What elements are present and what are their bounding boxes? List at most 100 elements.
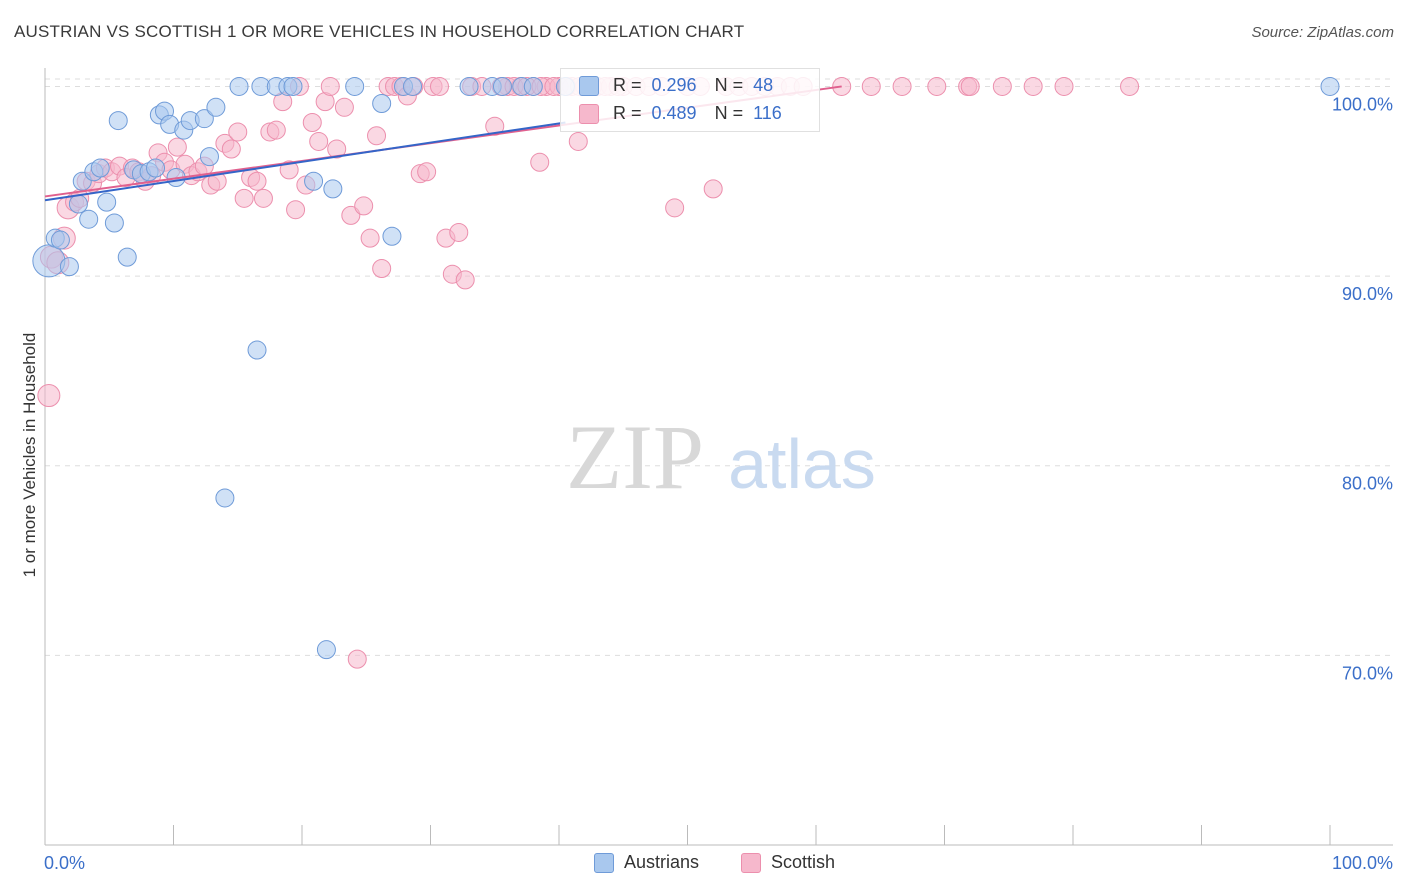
scottish-point-43 [309,131,329,151]
scottish-point-105 [1120,76,1140,96]
austrians-point-2 [50,230,70,250]
scottish-point-102 [992,76,1012,96]
austrians-point-10 [104,213,124,233]
scottish-point-45 [320,76,340,96]
scottish-n-value: 116 [753,103,782,123]
y-tick-label-90: 90.0% [1342,284,1393,304]
tick-labels: 70.0% 80.0% 90.0% 100.0% 0.0% 100.0% [44,94,1393,873]
scottish-point-21 [167,137,187,157]
austrians-point-26 [215,488,235,508]
scottish-point-73 [530,152,550,172]
austrians-point-36 [345,76,365,96]
austrians-point-4 [68,194,88,214]
scottish-point-51 [360,228,380,248]
scottish-point-46 [327,139,347,159]
austrians-stat-swatch [579,75,599,96]
watermark-atlas: atlas [728,425,876,503]
y-tick-label-80: 80.0% [1342,474,1393,494]
austrians-point-33 [304,171,324,191]
scottish-point-98 [892,76,912,96]
austrians-point-28 [247,340,267,360]
scottish-point-52 [367,126,387,146]
scottish-stat-swatch [579,103,599,124]
austrians-point-40 [403,76,423,96]
austrians-point-45 [523,76,543,96]
scottish-point-33 [247,171,267,191]
austrians-point-43 [492,76,512,96]
scottish-point-62 [429,76,449,96]
austrians-trend-line [44,121,566,202]
austrians-legend-label: Austrians [624,852,700,872]
stats-row-austrians: R = 0.296 N = 48 [579,75,773,96]
y-tick-label-70: 70.0% [1342,663,1393,683]
chart-title: AUSTRIAN VS SCOTTISH 1 OR MORE VEHICLES … [14,22,745,41]
legend-item-austrians[interactable]: Austrians [594,852,699,873]
austrians-point-25 [206,97,226,117]
stats-row-scottish: R = 0.489 N = 116 [579,103,782,124]
austrians-point-37 [372,94,392,114]
scottish-point-97 [861,76,881,96]
austrians-point-11 [108,111,128,131]
scottish-point-36 [266,120,286,140]
scottish-point-42 [302,112,322,132]
austrians-legend-swatch [594,852,614,873]
austrians-point-3 [59,257,79,277]
x-tick-label-min: 0.0% [44,853,85,873]
scottish-point-53 [372,258,392,278]
austrians-r-value: 0.296 [651,75,697,95]
austrians-point-32 [283,76,303,96]
scottish-point-60 [417,162,437,182]
austrians-r-label: R = [613,75,642,95]
austrians-point-34 [316,640,336,660]
austrians-point-24 [199,147,219,167]
scottish-point-85 [665,198,685,218]
austrians-n-value: 48 [753,75,774,95]
y-tick-label-100: 100.0% [1332,94,1393,114]
scottish-points [37,76,1140,669]
scottish-legend-swatch [741,852,761,873]
austrians-point-38 [382,226,402,246]
scottish-point-101 [960,76,980,96]
scottish-legend-label: Scottish [771,852,836,872]
austrian-points [32,76,1340,660]
scottish-point-30 [228,122,248,142]
scottish-point-65 [449,222,469,242]
grid-lines [45,78,1393,656]
scottish-point-50 [354,196,374,216]
scottish-point-39 [286,200,306,220]
bottom-legend: Austrians Scottish [0,852,1406,878]
austrians-point-47 [1320,76,1340,96]
scottish-r-label: R = [613,103,642,123]
scottish-point-77 [568,131,588,151]
scottish-point-48 [341,205,361,225]
scottish-n-label: N = [714,103,744,123]
scottish-point-31 [234,188,254,208]
scottish-point-0 [37,384,61,408]
scottish-point-66 [455,270,475,290]
austrians-point-41 [459,76,479,96]
legend-item-scottish[interactable]: Scottish [741,852,835,873]
scottish-point-99 [927,76,947,96]
scottish-point-47 [334,97,354,117]
stats-legend: R = 0.296 N = 48 R = 0.489 N = 116 [560,68,820,132]
scottish-point-34 [253,188,273,208]
scottish-point-88 [703,179,723,199]
scottish-r-value: 0.489 [651,103,697,123]
austrians-point-6 [79,209,99,229]
austrians-n-label: N = [714,75,744,95]
austrians-point-35 [323,179,343,199]
austrians-point-16 [146,158,166,178]
austrians-point-27 [229,76,249,96]
austrians-point-8 [90,158,110,178]
austrians-point-12 [117,247,137,267]
axes [44,68,1393,846]
scottish-point-104 [1054,76,1074,96]
watermark-zip: ZIP [566,406,704,508]
x-tick-label-max: 100.0% [1332,853,1393,873]
scottish-point-49 [347,649,367,669]
austrians-point-9 [97,192,117,212]
chart-source: Source: ZipAtlas.com [1251,24,1394,41]
austrians-point-23 [194,109,214,129]
austrians-point-0 [32,244,66,278]
